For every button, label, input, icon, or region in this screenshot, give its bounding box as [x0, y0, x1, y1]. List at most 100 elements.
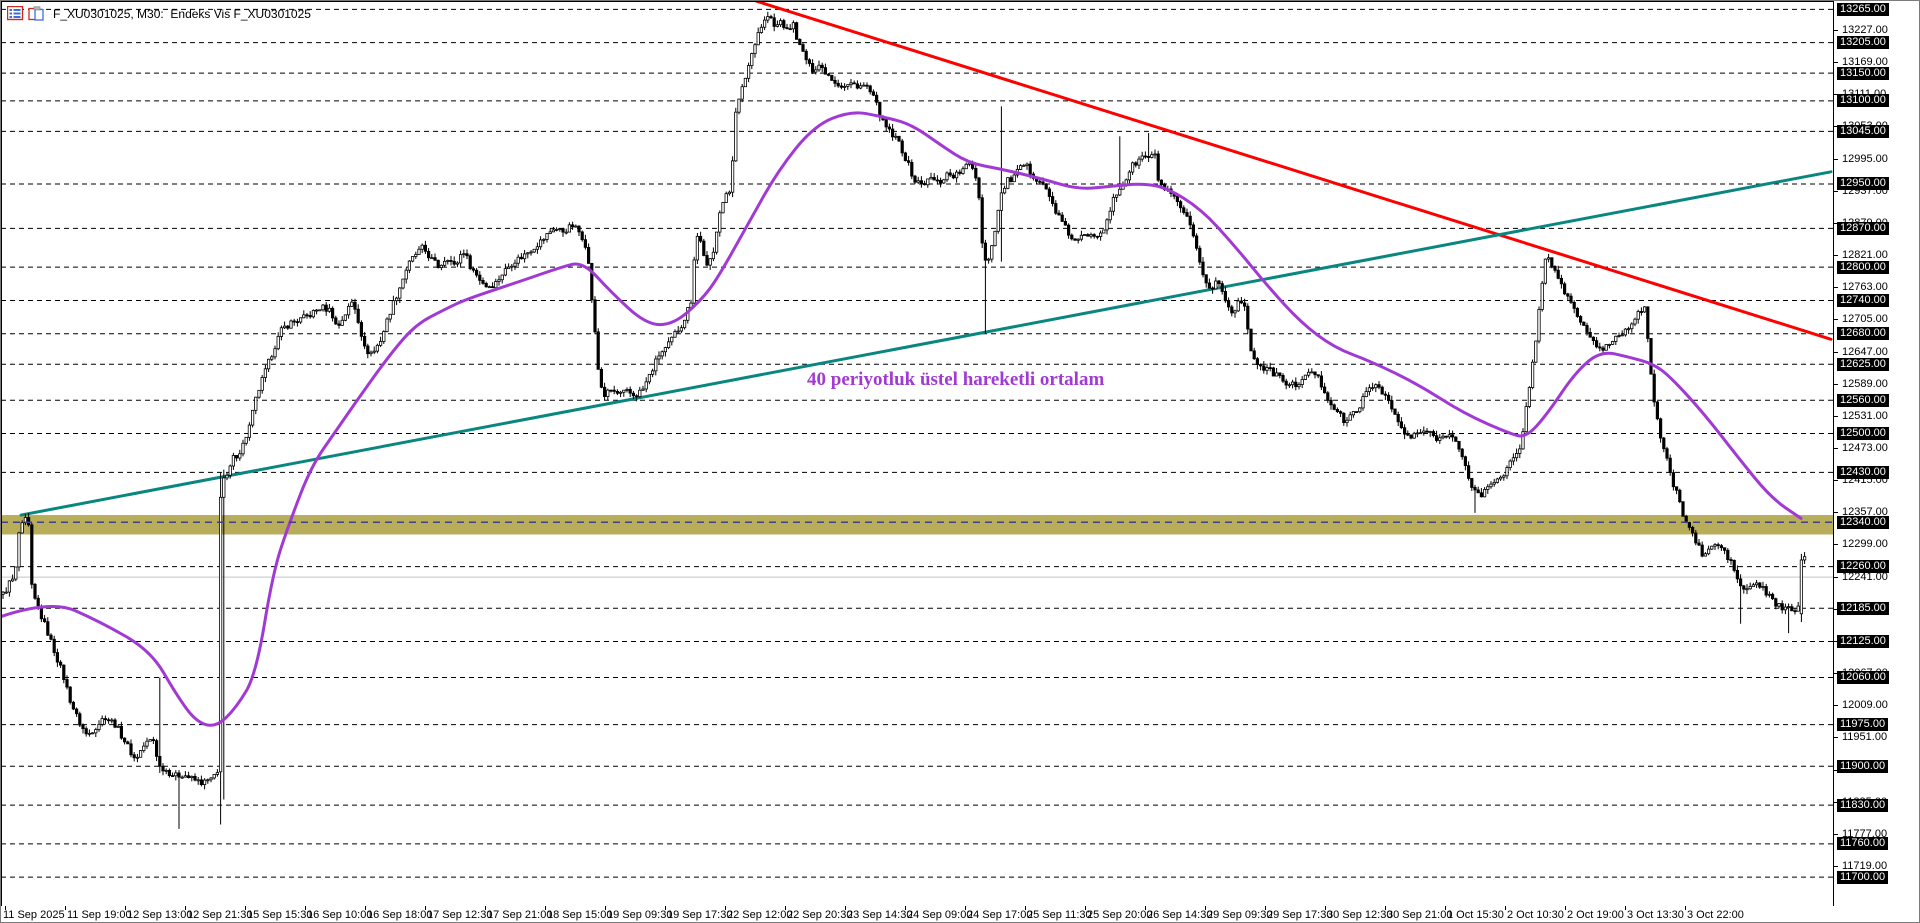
- price-level-label: 12740.00: [1837, 293, 1889, 307]
- time-tick-label: 30 Sep 12:30: [1327, 909, 1393, 921]
- price-tick-mark: [1833, 94, 1838, 96]
- time-tick-label: 18 Sep 15:00: [547, 909, 613, 921]
- price-tick-label: 12995.00: [1842, 152, 1888, 165]
- time-tick-label: 17 Sep 12:30: [427, 909, 493, 921]
- time-tick-mark: [1025, 906, 1026, 910]
- price-tick-mark: [1833, 866, 1838, 868]
- price-tick-label: 12357.00: [1842, 506, 1888, 519]
- price-level-label: 11760.00: [1837, 837, 1889, 851]
- price-tick-mark: [1833, 769, 1838, 771]
- price-tick-label: 12705.00: [1842, 313, 1888, 326]
- price-level-label: 11700.00: [1837, 870, 1889, 884]
- time-tick-mark: [365, 906, 366, 910]
- time-tick-label: 24 Sep 09:00: [907, 909, 973, 921]
- time-tick-mark: [665, 906, 666, 910]
- price-tick-mark: [1833, 833, 1838, 835]
- time-tick-label: 11 Sep 19:00: [67, 909, 132, 921]
- price-tick-mark: [1833, 126, 1838, 128]
- price-tick-mark: [1833, 448, 1838, 449]
- time-tick-label: 16 Sep 10:00: [307, 909, 373, 921]
- time-tick-mark: [1145, 906, 1146, 910]
- time-tick-label: 19 Sep 09:30: [607, 909, 673, 921]
- price-level-label: 12950.00: [1837, 177, 1889, 191]
- price-tick-label: 12241.00: [1842, 570, 1888, 583]
- time-tick-label: 2 Oct 10:30: [1507, 909, 1564, 921]
- time-tick-mark: [1265, 906, 1266, 910]
- time-tick-mark: [185, 906, 186, 910]
- price-tick-mark: [1833, 158, 1838, 160]
- price-tick-mark: [1833, 319, 1838, 321]
- price-tick-label: 11777.00: [1842, 827, 1888, 840]
- time-axis[interactable]: 11 Sep 2025 11 Sep 19:00 12 Sep 13:00 12 Se…: [1, 906, 1919, 922]
- price-tick-mark: [1833, 608, 1838, 610]
- time-tick-label: 29 Sep 09:30: [1207, 909, 1273, 921]
- price-level-label: 12185.00: [1837, 601, 1889, 615]
- time-tick-mark: [1505, 906, 1506, 910]
- time-tick-mark: [425, 906, 426, 910]
- price-tick-mark: [1833, 576, 1838, 578]
- time-tick-mark: [245, 906, 246, 910]
- time-tick-mark: [605, 906, 606, 910]
- time-tick-mark: [125, 906, 126, 910]
- price-tick-mark: [1833, 351, 1838, 353]
- price-tick-mark: [1833, 29, 1838, 31]
- price-tick-label: 11719.00: [1842, 860, 1888, 873]
- price-tick-mark: [1833, 737, 1838, 739]
- price-tick-mark: [1833, 62, 1838, 64]
- price-level-label: 12260.00: [1837, 560, 1889, 574]
- time-tick-label: 12 Sep 13:00: [127, 909, 193, 921]
- price-level-label: 11830.00: [1837, 798, 1889, 812]
- time-tick-mark: [545, 906, 546, 910]
- time-tick-mark: [1625, 906, 1626, 910]
- price-tick-mark: [1833, 222, 1838, 224]
- price-tick-mark: [1833, 673, 1838, 675]
- price-level-label: 12560.00: [1837, 393, 1889, 407]
- price-tick-label: 12473.00: [1842, 442, 1888, 454]
- chart-files-icon[interactable]: [28, 6, 45, 21]
- time-tick-mark: [1385, 906, 1386, 910]
- price-level-label: 12870.00: [1837, 221, 1889, 235]
- time-tick-mark: [1085, 906, 1086, 910]
- price-tick-mark: [1833, 415, 1838, 417]
- price-level-label: 12340.00: [1837, 515, 1889, 529]
- price-level-label: 13265.00: [1837, 2, 1889, 16]
- time-tick-mark: [845, 906, 846, 910]
- time-tick-mark: [1325, 906, 1326, 910]
- time-tick-label: 3 Oct 13:30: [1627, 909, 1684, 921]
- time-tick-label: 1 Oct 15:30: [1447, 909, 1504, 921]
- time-tick-label: 24 Sep 17:00: [967, 909, 1033, 921]
- price-axis[interactable]: 13227.0013169.0013111.0013053.0012995.00…: [1, 1, 1919, 906]
- price-level-label: 11900.00: [1837, 759, 1889, 773]
- price-tick-label: 12647.00: [1842, 345, 1888, 358]
- time-tick-mark: [905, 906, 906, 910]
- time-tick-label: 19 Sep 17:30: [667, 909, 733, 921]
- price-tick-label: 12763.00: [1842, 281, 1888, 294]
- time-tick-label: 30 Sep 21:00: [1387, 909, 1453, 921]
- ema-annotation-text[interactable]: 40 periyotluk üstel hareketli ortalam: [807, 369, 1105, 390]
- price-level-label: 12680.00: [1837, 327, 1889, 341]
- price-tick-mark: [1833, 544, 1838, 546]
- time-tick-label: 23 Sep 14:30: [847, 909, 913, 921]
- time-tick-label: 15 Sep 15:30: [247, 909, 313, 921]
- chart-title: F_XU0301025, M30: Endeks Vis F_XU0301025: [53, 6, 311, 21]
- price-level-label: 12430.00: [1837, 465, 1889, 479]
- price-tick-mark: [1833, 640, 1838, 642]
- time-tick-label: 22 Sep 12:00: [727, 909, 793, 921]
- price-level-label: 13045.00: [1837, 124, 1889, 138]
- time-tick-label: 25 Sep 11:30: [1027, 909, 1092, 921]
- time-tick-mark: [1685, 906, 1686, 910]
- price-level-label: 13150.00: [1837, 66, 1889, 80]
- price-tick-mark: [1833, 480, 1838, 482]
- time-tick-label: 12 Sep 21:30: [187, 909, 253, 921]
- price-level-label: 11975.00: [1837, 718, 1889, 732]
- price-tick-label: 13169.00: [1842, 56, 1888, 69]
- chart-titlebar: F_XU0301025, M30: Endeks Vis F_XU0301025: [6, 5, 311, 21]
- time-tick-mark: [785, 906, 786, 910]
- time-tick-label: 16 Sep 18:00: [367, 909, 433, 921]
- time-tick-label: 22 Sep 20:30: [787, 909, 853, 921]
- price-tick-mark: [1833, 287, 1838, 289]
- price-tick-mark: [1833, 512, 1838, 514]
- report-table-icon[interactable]: [6, 5, 24, 21]
